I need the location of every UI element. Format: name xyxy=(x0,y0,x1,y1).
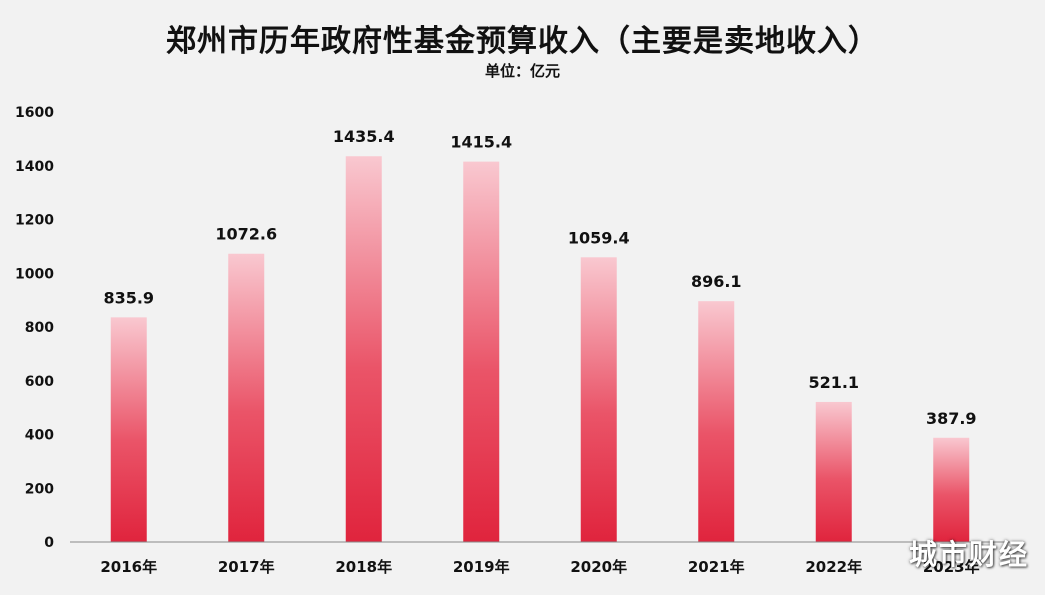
data-label: 1059.4 xyxy=(568,228,630,247)
x-tick-label: 2020年 xyxy=(570,558,627,576)
data-label: 896.1 xyxy=(691,272,742,291)
y-tick-label: 1400 xyxy=(15,159,54,175)
bar xyxy=(228,253,265,542)
y-tick-label: 800 xyxy=(25,320,54,336)
x-tick-label: 2023年 xyxy=(923,558,980,576)
x-tick-label: 2018年 xyxy=(335,558,392,576)
y-axis: 0 200 400 600 800 1000 1200 1400 1600 xyxy=(15,105,54,551)
y-tick-label: 1600 xyxy=(15,105,54,121)
y-tick-label: 400 xyxy=(25,428,54,444)
bar xyxy=(698,301,735,542)
data-label: 387.9 xyxy=(926,409,977,428)
data-label: 1435.4 xyxy=(333,127,395,146)
y-tick-label: 600 xyxy=(25,374,54,390)
bars: 835.9 1072.6 1435.4 1415.4 1059.4 896.1 521.1 3… xyxy=(103,127,977,542)
y-tick-label: 1200 xyxy=(15,213,54,229)
x-tick-label: 2019年 xyxy=(453,558,510,576)
bar xyxy=(110,317,147,542)
chart-subtitle: 单位：亿元 xyxy=(484,62,560,80)
x-tick-label: 2016年 xyxy=(100,558,157,576)
chart-title: 郑州市历年政府性基金预算收入（主要是卖地收入） xyxy=(166,24,879,59)
data-label: 1072.6 xyxy=(215,225,277,244)
y-tick-label: 0 xyxy=(44,535,54,551)
x-axis: 2016年 2017年 2018年 2019年 2020年 2021年 2022年 2023年 xyxy=(70,541,1010,576)
data-label: 835.9 xyxy=(103,288,154,307)
bar xyxy=(463,161,500,542)
bar xyxy=(345,156,382,542)
data-label: 1415.4 xyxy=(450,133,512,152)
x-tick-label: 2017年 xyxy=(218,558,275,576)
bar xyxy=(580,257,617,542)
data-label: 521.1 xyxy=(808,373,859,392)
y-tick-label: 200 xyxy=(25,481,54,497)
x-tick-label: 2021年 xyxy=(688,558,745,576)
bar xyxy=(933,437,970,542)
bar xyxy=(815,401,852,542)
y-tick-label: 1000 xyxy=(15,266,54,282)
watermark-text: 城市财经 xyxy=(908,538,1029,571)
x-tick-label: 2022年 xyxy=(805,558,862,576)
